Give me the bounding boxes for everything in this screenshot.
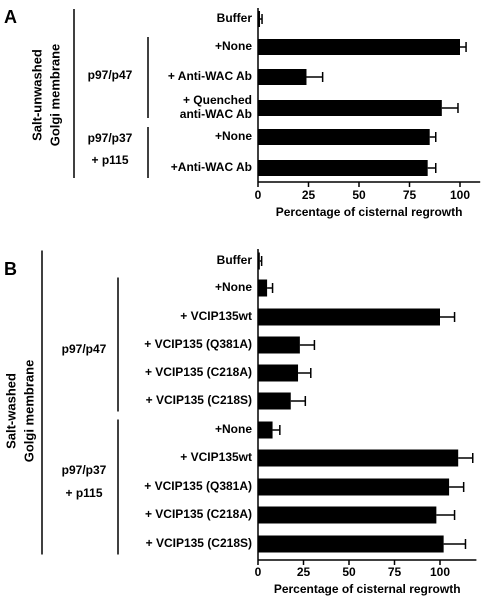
bar xyxy=(258,506,437,524)
panel-b: B 0 25 50 75 100 Percentage of cisternal regro… xyxy=(3,249,477,596)
subgroup-label: p97/p47 xyxy=(88,68,133,82)
category-label: + Anti-WAC Ab xyxy=(168,69,252,83)
x-tick-label: 25 xyxy=(297,565,311,579)
x-tick-label: 50 xyxy=(352,188,366,202)
x-tick-label: 50 xyxy=(342,565,356,579)
category-label: + VCIP135 (C218A) xyxy=(145,365,252,379)
bar xyxy=(258,364,299,382)
bar xyxy=(258,535,444,553)
x-tick-label: 25 xyxy=(302,188,316,202)
bar xyxy=(258,421,273,439)
x-tick-label: 0 xyxy=(255,188,262,202)
bar xyxy=(258,392,291,410)
category-label: anti-WAC Ab xyxy=(180,107,252,121)
category-label: +Anti-WAC Ab xyxy=(171,160,252,174)
subgroup-label: p97/p37 xyxy=(62,463,107,477)
bar xyxy=(258,252,260,270)
bar xyxy=(258,478,450,496)
group-label: Golgi membrane xyxy=(47,44,62,147)
category-label: +None xyxy=(215,129,252,143)
category-label: +None xyxy=(215,39,252,53)
bar xyxy=(258,129,430,145)
subgroup-label: p97/p37 xyxy=(88,131,133,145)
group-label: Golgi membrane xyxy=(21,360,36,463)
category-label: + VCIP135wt xyxy=(180,450,252,464)
category-label: + Quenched xyxy=(183,93,252,107)
bar xyxy=(258,279,268,297)
category-label: + VCIP135 (Q381A) xyxy=(144,337,252,351)
bar xyxy=(258,69,307,85)
category-label: + VCIP135wt xyxy=(180,309,252,323)
category-label: + VCIP135 (C218S) xyxy=(146,536,252,550)
panel-label: A xyxy=(4,7,17,27)
panel-label: B xyxy=(4,259,17,279)
x-tick-label: 75 xyxy=(403,188,417,202)
x-tick-label: 100 xyxy=(430,565,450,579)
category-label: + VCIP135 (C218A) xyxy=(145,507,252,521)
x-tick-label: 0 xyxy=(255,565,262,579)
x-axis-title: Percentage of cisternal regrowth xyxy=(276,205,463,219)
category-label: + VCIP135 (Q381A) xyxy=(144,479,252,493)
group-label: Salt-washed xyxy=(3,373,18,449)
subgroup-label: p97/p47 xyxy=(62,342,107,356)
bar xyxy=(258,39,460,55)
panel-a: A 0 25 50 75 100 Percentage of cisternal regro… xyxy=(4,7,481,219)
category-label: Buffer xyxy=(217,253,253,267)
bar xyxy=(258,336,300,354)
category-label: Buffer xyxy=(217,11,253,25)
bar xyxy=(258,308,440,326)
category-label: +None xyxy=(215,280,252,294)
bar xyxy=(258,160,428,176)
x-axis-title: Percentage of cisternal regrowth xyxy=(274,582,461,596)
x-tick-label: 100 xyxy=(450,188,470,202)
category-label: +None xyxy=(215,422,252,436)
bar xyxy=(258,100,442,116)
subgroup-label: + p115 xyxy=(65,486,102,500)
x-tick-label: 75 xyxy=(388,565,402,579)
bar xyxy=(258,11,261,27)
group-label: Salt-unwashed xyxy=(29,49,44,141)
subgroup-label: + p115 xyxy=(91,153,128,167)
bar xyxy=(258,449,459,467)
category-label: + VCIP135 (C218S) xyxy=(146,393,252,407)
